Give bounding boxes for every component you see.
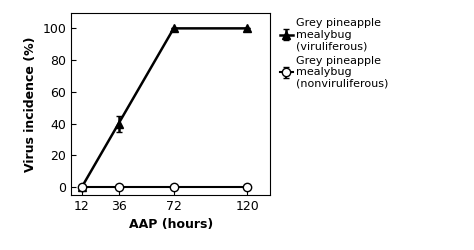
X-axis label: AAP (hours): AAP (hours) xyxy=(128,218,213,232)
Y-axis label: Virus incidence (%): Virus incidence (%) xyxy=(24,36,37,172)
Legend: Grey pineapple
mealybug
(viruliferous), Grey pineapple
mealybug
(nonviruliferous: Grey pineapple mealybug (viruliferous), … xyxy=(280,18,389,89)
